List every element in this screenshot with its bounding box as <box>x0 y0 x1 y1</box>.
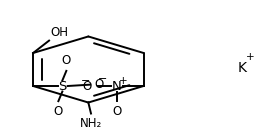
Text: O: O <box>62 54 71 67</box>
Text: O: O <box>83 80 92 93</box>
Text: K: K <box>238 61 247 75</box>
Text: O: O <box>112 105 121 118</box>
Text: +: + <box>119 76 128 86</box>
Text: O: O <box>54 105 63 118</box>
Text: O: O <box>94 78 104 91</box>
Text: +: + <box>246 52 255 62</box>
Text: −: − <box>80 75 90 85</box>
Text: S: S <box>58 80 66 93</box>
Text: NH₂: NH₂ <box>80 117 102 130</box>
Text: N: N <box>112 80 122 93</box>
Text: OH: OH <box>50 26 68 39</box>
Text: −: − <box>98 74 108 84</box>
